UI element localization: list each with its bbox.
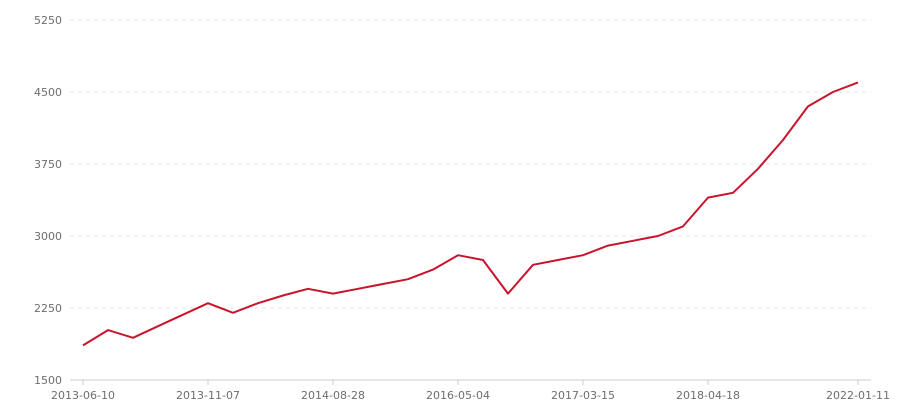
series-line — [82, 81, 859, 347]
x-axis: 2013-06-10 2013-11-07 2014-08-28 2016-05-04… — [51, 380, 890, 400]
x-tick-label: 2017-03-15 — [551, 389, 615, 400]
y-tick-label: 2250 — [34, 302, 62, 315]
x-tick-label: 2014-08-28 — [301, 389, 365, 400]
x-tick-label: 2018-04-18 — [676, 389, 740, 400]
y-tick-label: 3000 — [34, 230, 62, 243]
y-tick-label: 4500 — [34, 86, 62, 99]
x-tick-label: 2022-01-11 — [826, 389, 890, 400]
y-tick-label: 1500 — [34, 374, 62, 387]
x-tick-label: 2013-06-10 — [51, 389, 115, 400]
x-tick-label: 2013-11-07 — [176, 389, 240, 400]
gridlines — [70, 19, 871, 309]
y-axis: 1500 2250 3000 3750 4500 5250 — [34, 14, 62, 387]
x-tick-label: 2016-05-04 — [426, 389, 490, 400]
y-tick-label: 5250 — [34, 14, 62, 27]
y-tick-label: 3750 — [34, 158, 62, 171]
